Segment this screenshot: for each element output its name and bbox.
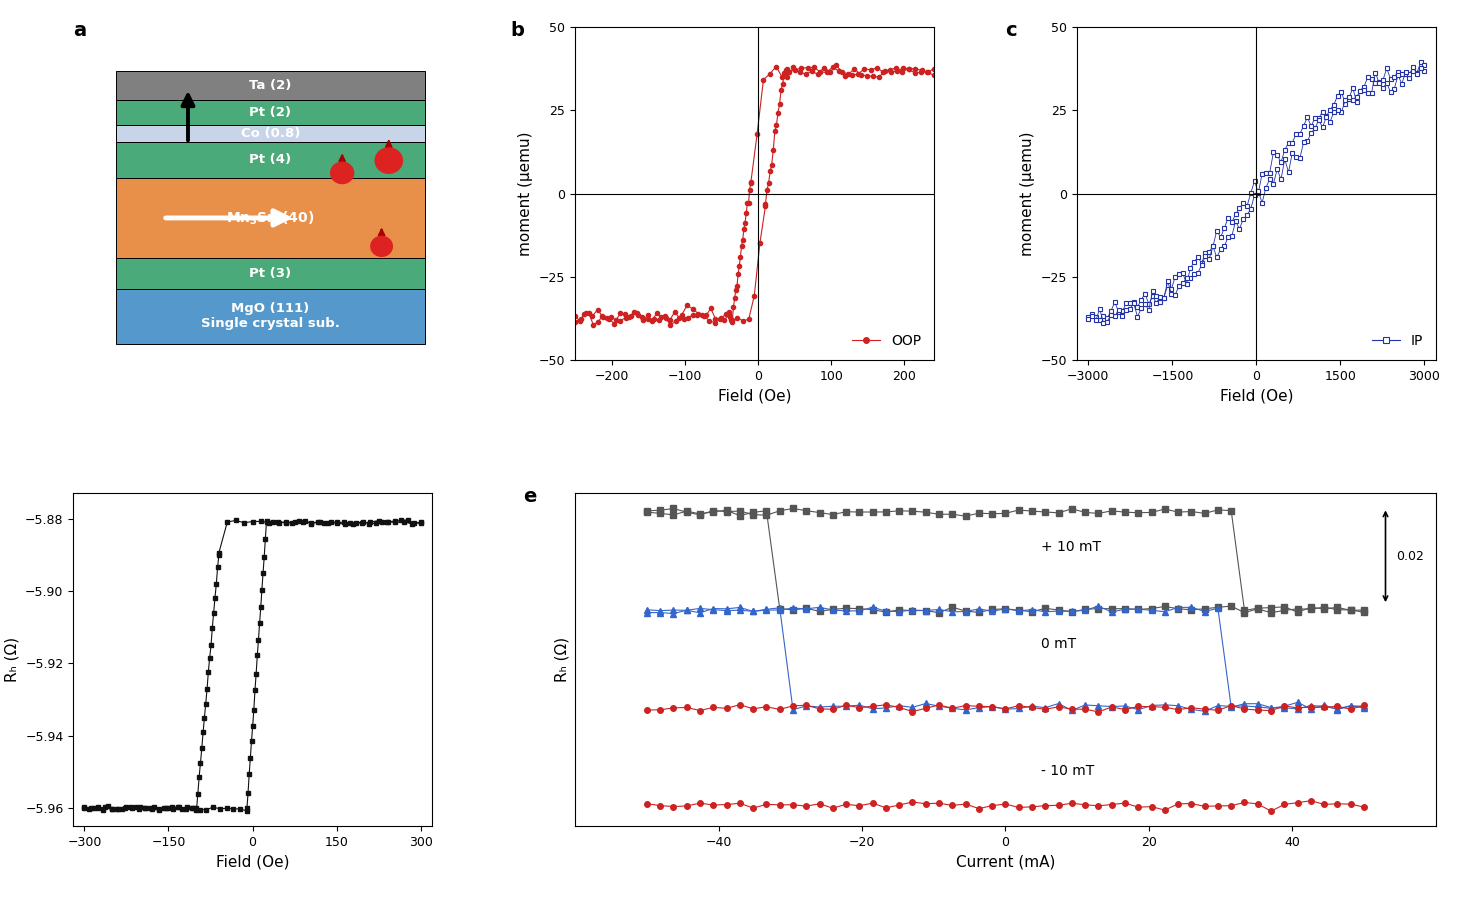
Y-axis label: Rₕ (Ω): Rₕ (Ω)	[4, 637, 19, 683]
Text: - 10 mT: - 10 mT	[1042, 764, 1094, 778]
Text: Pt (4): Pt (4)	[249, 153, 292, 166]
Text: Co (0.8): Co (0.8)	[240, 127, 300, 140]
FancyBboxPatch shape	[116, 125, 425, 142]
Text: Pt (3): Pt (3)	[249, 267, 292, 280]
Text: b: b	[511, 21, 524, 40]
Text: MgO (111)
Single crystal sub.: MgO (111) Single crystal sub.	[201, 302, 340, 331]
X-axis label: Current (mA): Current (mA)	[955, 854, 1055, 870]
FancyBboxPatch shape	[116, 258, 425, 289]
Circle shape	[331, 163, 353, 183]
Circle shape	[371, 236, 393, 256]
Text: $\mathbf{Mn_3Sn\ (40)}$: $\mathbf{Mn_3Sn\ (40)}$	[227, 209, 315, 227]
FancyBboxPatch shape	[116, 178, 425, 258]
Text: Pt (2): Pt (2)	[249, 106, 292, 119]
Text: a: a	[73, 21, 86, 40]
Legend: OOP: OOP	[847, 328, 927, 353]
FancyBboxPatch shape	[116, 289, 425, 343]
X-axis label: Field (Oe): Field (Oe)	[718, 389, 791, 403]
Y-axis label: moment (μemu): moment (μemu)	[519, 132, 533, 256]
Text: 0 mT: 0 mT	[1042, 637, 1077, 651]
FancyBboxPatch shape	[116, 71, 425, 100]
Legend: IP: IP	[1367, 328, 1428, 353]
FancyBboxPatch shape	[116, 100, 425, 125]
FancyBboxPatch shape	[116, 142, 425, 178]
Y-axis label: Rₕ (Ω): Rₕ (Ω)	[555, 637, 570, 683]
X-axis label: Field (Oe): Field (Oe)	[1220, 389, 1294, 403]
X-axis label: Field (Oe): Field (Oe)	[215, 854, 289, 870]
Text: + 10 mT: + 10 mT	[1042, 539, 1102, 554]
Text: 0.02: 0.02	[1396, 549, 1424, 563]
Text: c: c	[1005, 21, 1017, 40]
Y-axis label: moment (μemu): moment (μemu)	[1021, 132, 1036, 256]
Text: Ta (2): Ta (2)	[249, 79, 292, 92]
Text: e: e	[523, 487, 538, 506]
Circle shape	[375, 148, 403, 173]
